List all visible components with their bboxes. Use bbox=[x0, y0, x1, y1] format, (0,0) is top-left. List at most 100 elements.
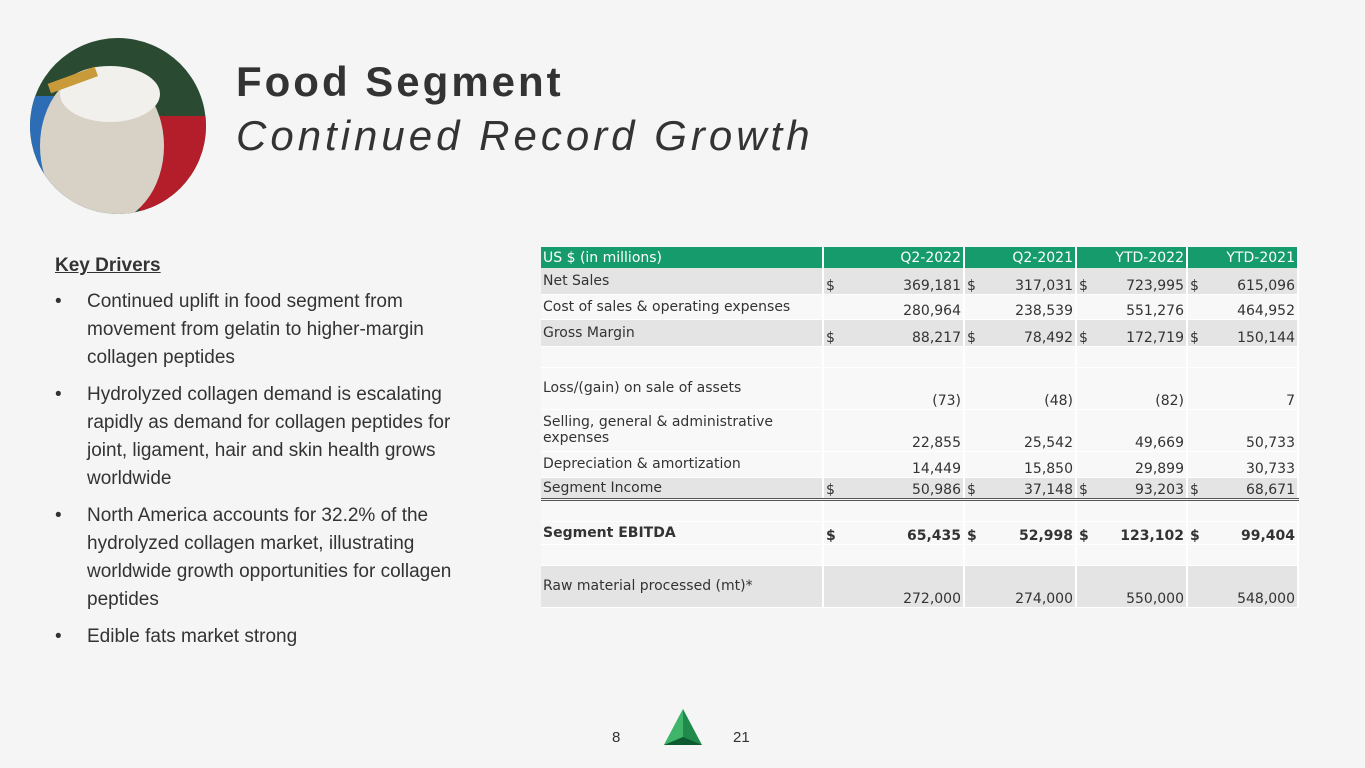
cell: (48) bbox=[967, 393, 1073, 409]
value: 68,671 bbox=[1246, 481, 1295, 498]
table-row: Gross Margin $88,217 $78,492 $172,719 $150,1… bbox=[541, 319, 1299, 347]
table-row: Segment Income $50,986 $37,148 $93,203 $68,6… bbox=[541, 477, 1299, 501]
row-label: Raw material processed (mt)* bbox=[541, 565, 824, 608]
cell: 22,855 bbox=[826, 435, 961, 451]
page-number: 8 bbox=[612, 729, 621, 746]
table-row: Net Sales $369,181 $317,031 $723,995 $615,09… bbox=[541, 268, 1299, 295]
value-cell: $50,986 bbox=[823, 477, 965, 501]
value-cell: 7 bbox=[1187, 367, 1299, 410]
currency: $ bbox=[967, 527, 977, 544]
cell: $615,096 bbox=[1190, 278, 1295, 294]
value: 550,000 bbox=[1126, 590, 1184, 607]
value-cell: $99,404 bbox=[1187, 521, 1299, 545]
cell: 29,899 bbox=[1079, 461, 1184, 477]
cell: $68,671 bbox=[1190, 482, 1295, 498]
value: 22,855 bbox=[912, 434, 961, 451]
value: 50,986 bbox=[912, 481, 961, 498]
cell: $369,181 bbox=[826, 278, 961, 294]
value-cell: 29,899 bbox=[1076, 451, 1188, 478]
currency: $ bbox=[1190, 277, 1199, 294]
value: 723,995 bbox=[1126, 277, 1184, 294]
empty-cell bbox=[541, 346, 824, 368]
value-cell: 30,733 bbox=[1187, 451, 1299, 478]
value: 52,998 bbox=[1018, 527, 1073, 544]
value-cell: 49,669 bbox=[1076, 409, 1188, 452]
cell: $123,102 bbox=[1079, 528, 1184, 544]
currency: $ bbox=[967, 277, 976, 294]
currency: $ bbox=[826, 329, 835, 346]
value-cell: (82) bbox=[1076, 367, 1188, 410]
empty-cell bbox=[823, 499, 965, 522]
column-header: YTD-2022 bbox=[1076, 247, 1188, 268]
cell: 550,000 bbox=[1079, 591, 1184, 607]
spacer-row bbox=[541, 544, 1299, 566]
cell: $65,435 bbox=[826, 528, 961, 544]
value: 37,148 bbox=[1024, 481, 1073, 498]
cell: 280,964 bbox=[826, 303, 961, 319]
heading: Key Drivers bbox=[55, 255, 161, 276]
value-cell: 551,276 bbox=[1076, 294, 1188, 320]
value: (82) bbox=[1155, 392, 1184, 409]
currency: $ bbox=[1079, 277, 1088, 294]
bullet-list: Continued uplift in food segment from mo… bbox=[55, 288, 485, 651]
column-header: US $ (in millions) bbox=[541, 247, 824, 268]
value-cell: $317,031 bbox=[964, 268, 1077, 295]
value: 15,850 bbox=[1024, 460, 1073, 477]
logo bbox=[664, 709, 702, 745]
table-row: Segment EBITDA $65,435 $52,998 $123,102 $99,… bbox=[541, 521, 1299, 545]
value: 274,000 bbox=[1015, 590, 1073, 607]
value: 14,449 bbox=[912, 460, 961, 477]
cell: 15,850 bbox=[967, 461, 1073, 477]
cell: $37,148 bbox=[967, 482, 1073, 498]
cell: 272,000 bbox=[826, 591, 961, 607]
cell: $88,217 bbox=[826, 330, 961, 346]
value-cell: $615,096 bbox=[1187, 268, 1299, 295]
currency: $ bbox=[1079, 329, 1088, 346]
row-label: Net Sales bbox=[541, 268, 824, 295]
value: 99,404 bbox=[1240, 527, 1295, 544]
empty-cell bbox=[964, 544, 1077, 566]
cell: $52,998 bbox=[967, 528, 1073, 544]
key-drivers: Key Drivers Continued uplift in food seg… bbox=[55, 252, 485, 660]
column-header: Q2-2022 bbox=[823, 247, 965, 268]
value-cell: (73) bbox=[823, 367, 965, 410]
value-cell: $88,217 bbox=[823, 319, 965, 347]
currency: $ bbox=[967, 481, 976, 498]
value-cell: $78,492 bbox=[964, 319, 1077, 347]
currency: $ bbox=[1190, 329, 1199, 346]
row-label: Loss/(gain) on sale of assets bbox=[541, 367, 824, 410]
value: 317,031 bbox=[1015, 277, 1073, 294]
value: 238,539 bbox=[1015, 302, 1073, 319]
empty-cell bbox=[1076, 346, 1188, 368]
value-cell: 548,000 bbox=[1187, 565, 1299, 608]
value: 29,899 bbox=[1135, 460, 1184, 477]
currency: $ bbox=[1190, 527, 1200, 544]
value: 369,181 bbox=[903, 277, 961, 294]
column-header: Q2-2021 bbox=[964, 247, 1077, 268]
cell: 551,276 bbox=[1079, 303, 1184, 319]
value-cell: 550,000 bbox=[1076, 565, 1188, 608]
value: 548,000 bbox=[1237, 590, 1295, 607]
value: (73) bbox=[932, 392, 961, 409]
spacer-row bbox=[541, 346, 1299, 368]
currency: $ bbox=[826, 481, 835, 498]
cell: $317,031 bbox=[967, 278, 1073, 294]
page-number: 21 bbox=[733, 729, 750, 746]
value-cell: 272,000 bbox=[823, 565, 965, 608]
currency: $ bbox=[1079, 481, 1088, 498]
cell: $150,144 bbox=[1190, 330, 1295, 346]
value: 93,203 bbox=[1135, 481, 1184, 498]
value-cell: $68,671 bbox=[1187, 477, 1299, 501]
value: 50,733 bbox=[1246, 434, 1295, 451]
cell: 7 bbox=[1190, 393, 1295, 409]
value: 172,719 bbox=[1126, 329, 1184, 346]
bullet: Hydrolyzed collagen demand is escalating… bbox=[55, 381, 485, 493]
spacer-row bbox=[541, 499, 1299, 522]
value-cell: $123,102 bbox=[1076, 521, 1188, 545]
value: 464,952 bbox=[1237, 302, 1295, 319]
value: 65,435 bbox=[906, 527, 961, 544]
cell: (82) bbox=[1079, 393, 1184, 409]
value: 272,000 bbox=[903, 590, 961, 607]
value-cell: 22,855 bbox=[823, 409, 965, 452]
